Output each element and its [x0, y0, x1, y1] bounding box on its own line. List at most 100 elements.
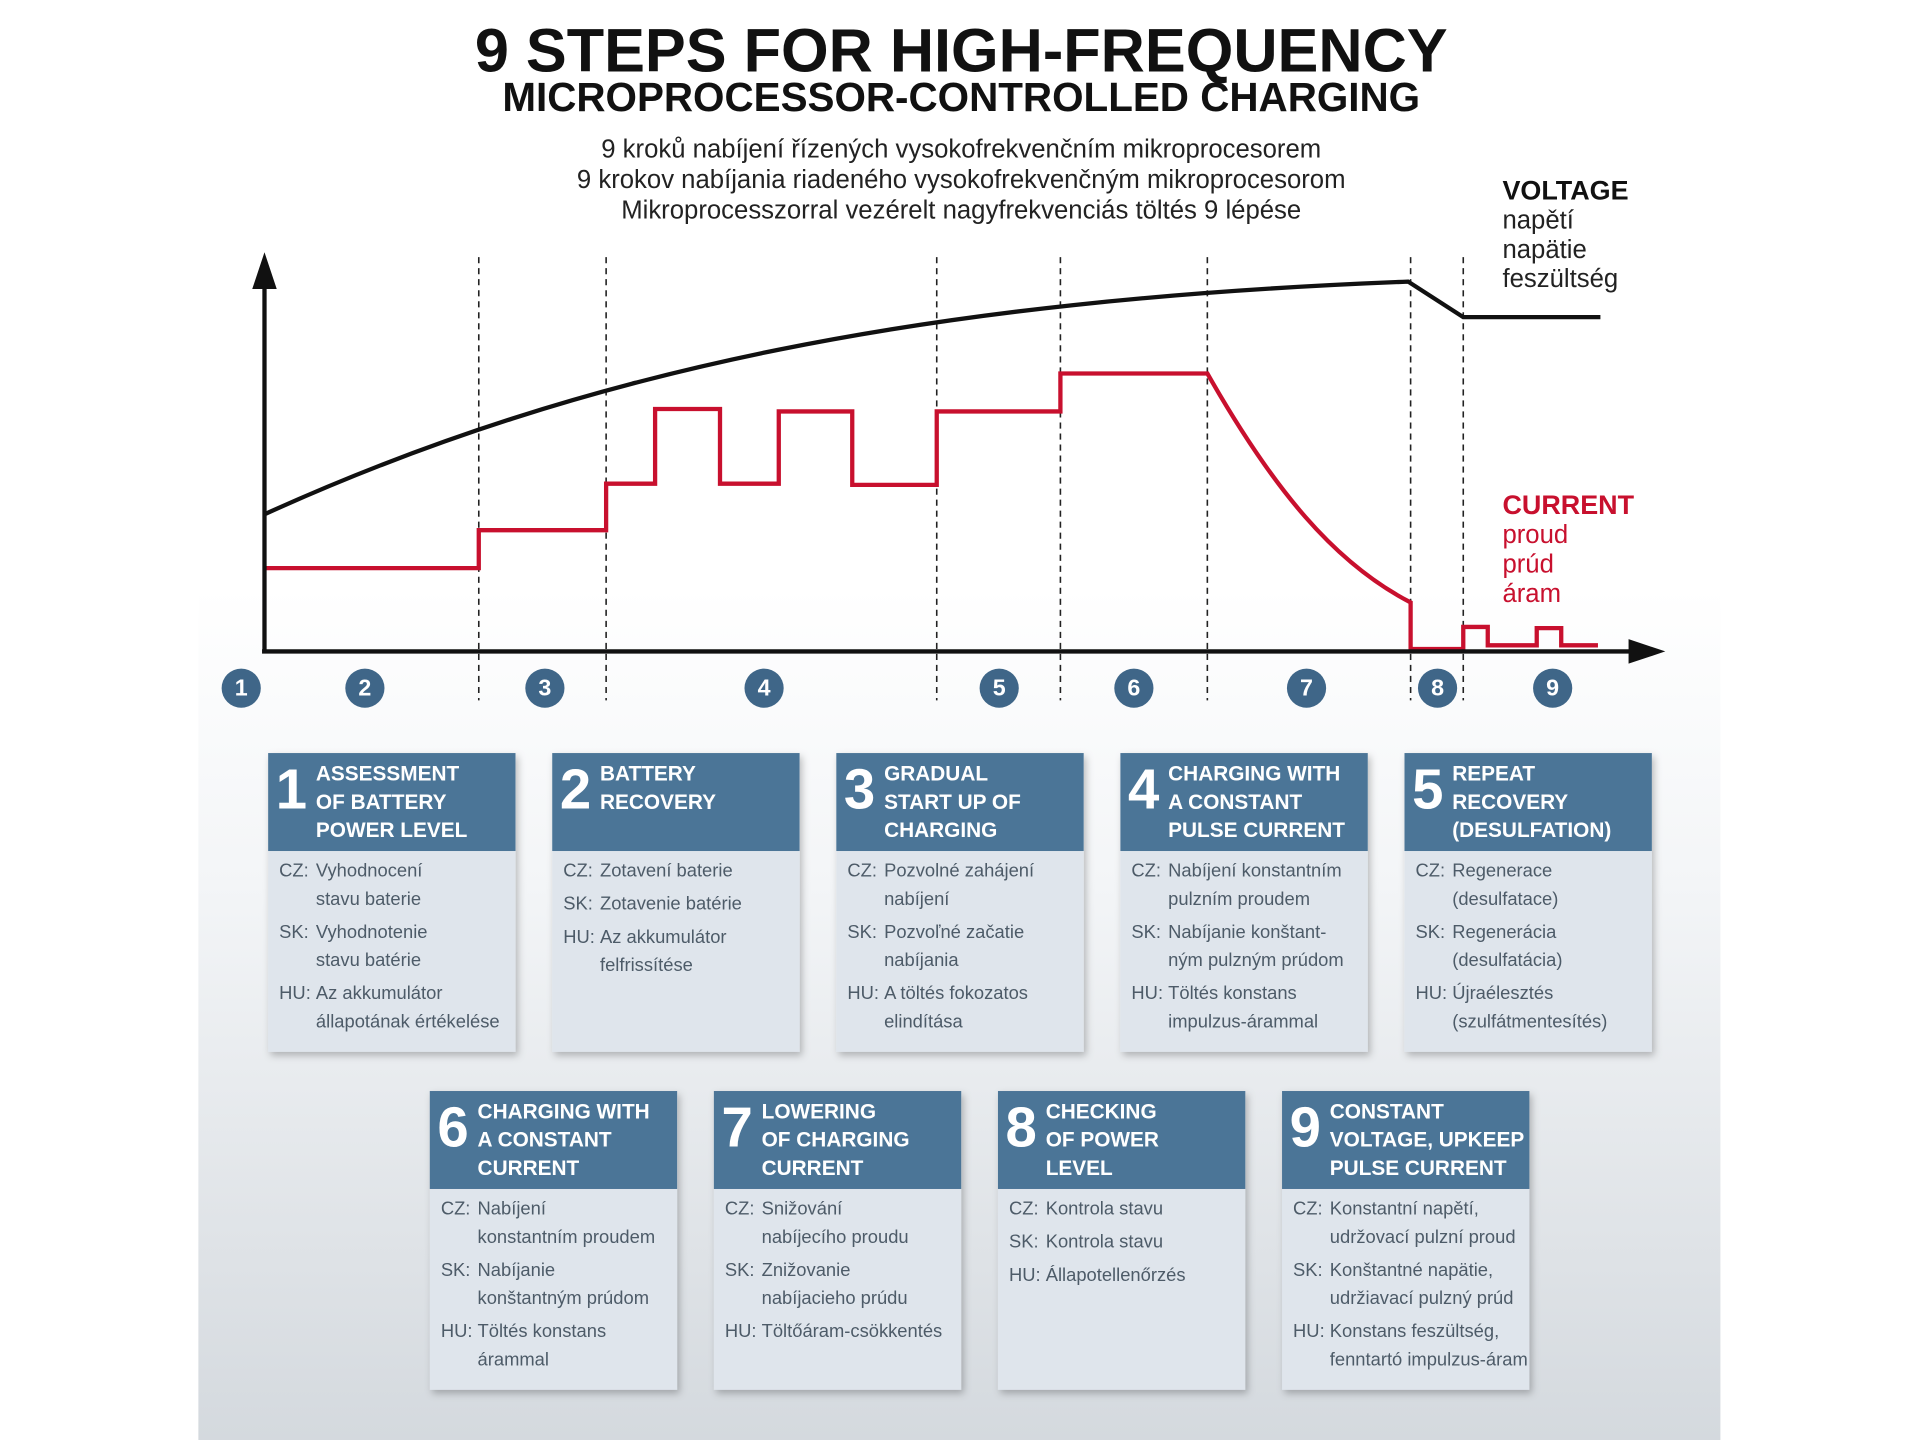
step-card: 8 CHECKING OF POWER LEVEL CZ: Kontrola stavu S… [997, 1091, 1246, 1390]
step-circle [744, 668, 784, 708]
step-circle [979, 668, 1019, 708]
language-code: SK: [1131, 921, 1161, 942]
language-code: HU: [441, 1320, 473, 1341]
card-header [1282, 1091, 1530, 1189]
language-code: SK: [1293, 1259, 1323, 1280]
card-text: Kontrola stavu [1046, 1231, 1163, 1252]
card-title: CHARGING WITH [478, 1101, 650, 1124]
subtitle: Mikroprocesszorral vezérelt nagyfrekvenc… [621, 197, 1301, 225]
card-title: LOWERING [762, 1101, 876, 1124]
card-title: GRADUAL [884, 763, 988, 786]
card-title: BATTERY [600, 763, 696, 786]
card-title: VOLTAGE, UPKEEP [1330, 1129, 1525, 1152]
language-code: SK: [847, 921, 877, 942]
card-title: LEVEL [1046, 1157, 1113, 1180]
language-code: HU: [725, 1320, 757, 1341]
axis-arrow [252, 252, 277, 289]
voltage-translation: napětí [1502, 206, 1574, 234]
card-number: 4 [1128, 757, 1160, 820]
language-code: SK: [725, 1259, 755, 1280]
card-title: OF BATTERY [316, 791, 447, 814]
card-title: (DESULFATION) [1452, 819, 1611, 842]
card-text: Zotavenie batérie [600, 893, 742, 914]
card-text: Konstantní napětí, [1330, 1198, 1479, 1219]
step-card: 7 LOWERING OF CHARGING CURRENT CZ: Snižování n… [713, 1091, 962, 1390]
step-markers: 1 2 3 4 5 6 7 8 9 [221, 668, 1573, 708]
subtitle: 9 kroků nabíjení řízených vysokofrekvenč… [601, 135, 1321, 163]
card-text: (szulfátmentesítés) [1452, 1010, 1607, 1031]
card-text: Pozvolné zahájení [884, 860, 1035, 881]
language-code: SK: [279, 921, 309, 942]
subtitle: 9 krokov nabíjania riadeného vysokofrekv… [577, 166, 1346, 194]
card-text: nabíjacieho prúdu [762, 1287, 908, 1308]
card-text: állapotának értékelése [316, 1010, 500, 1031]
card-title: CURRENT [762, 1157, 864, 1180]
language-code: CZ: [847, 860, 877, 881]
card-title: CURRENT [478, 1157, 580, 1180]
language-code: SK: [441, 1259, 471, 1280]
card-header [836, 753, 1084, 852]
charging-diagram [252, 252, 1666, 701]
card-text: udržovací pulzní proud [1330, 1226, 1516, 1247]
card-header [429, 1091, 678, 1189]
card-text: Az akkumulátor [316, 982, 443, 1003]
language-code: CZ: [1293, 1198, 1323, 1219]
card-number: 9 [1290, 1095, 1321, 1158]
step-circle [525, 668, 565, 708]
step-number: 4 [758, 675, 771, 701]
card-title: PULSE CURRENT [1330, 1157, 1507, 1180]
card-number: 2 [560, 757, 591, 820]
language-code: CZ: [1131, 860, 1161, 881]
card-text: Állapotellenőrzés [1046, 1264, 1186, 1285]
card-text: nabíjecího proudu [762, 1226, 909, 1247]
card-number: 3 [844, 757, 875, 820]
card-text: konštantným prúdom [478, 1287, 649, 1308]
card-header [552, 753, 800, 852]
card-text: nabíjania [884, 949, 959, 970]
step-number: 7 [1300, 675, 1313, 701]
card-title: START UP OF [884, 791, 1021, 814]
card-text: ným pulzným prúdom [1168, 949, 1344, 970]
card-text: pulzním proudem [1168, 888, 1310, 909]
card-number: 8 [1006, 1095, 1037, 1158]
voltage-translation: feszültség [1502, 265, 1618, 293]
card-text: Kontrola stavu [1046, 1198, 1163, 1219]
step-card: 3 GRADUAL START UP OF CHARGING CZ: Pozvolné z… [836, 753, 1084, 1052]
language-code: CZ: [725, 1198, 755, 1219]
card-text: Konštantné napätie, [1330, 1259, 1493, 1280]
step-circle [221, 668, 261, 708]
card-title: CHECKING [1046, 1101, 1157, 1124]
card-header [268, 753, 516, 852]
card-header [1120, 753, 1368, 852]
card-title: REPEAT [1452, 763, 1535, 786]
card-text: (desulfatace) [1452, 888, 1558, 909]
card-title: CHARGING [884, 819, 997, 842]
axis-arrow [1628, 639, 1666, 664]
card-title: CONSTANT [1330, 1101, 1444, 1124]
card-text: Regenerace [1452, 860, 1552, 881]
step-number: 1 [235, 675, 248, 701]
card-text: Pozvoľné začatie [884, 921, 1024, 942]
step-circle [1114, 668, 1154, 708]
step-card: 5 REPEAT RECOVERY (DESULFATION) CZ: Regenerac… [1404, 753, 1652, 1052]
current-translation: proud [1502, 521, 1568, 549]
step-number: 9 [1546, 675, 1559, 701]
step-number: 6 [1127, 675, 1140, 701]
card-title: CHARGING WITH [1168, 763, 1340, 786]
step-number: 2 [358, 675, 371, 701]
card-text: A töltés fokozatos [884, 982, 1028, 1003]
card-number: 5 [1412, 757, 1443, 820]
card-text: Zotavení baterie [600, 860, 733, 881]
step-card: 9 CONSTANT VOLTAGE, UPKEEP PULSE CURRENT CZ:… [1282, 1091, 1530, 1390]
card-text: elindítása [884, 1010, 963, 1031]
card-text: Vyhodnocení [316, 860, 423, 881]
card-text: Újraélesztés [1452, 982, 1553, 1003]
voltage-curve [263, 279, 1601, 517]
step-card: 1 ASSESSMENT OF BATTERY POWER LEVEL CZ: Vyhod… [268, 753, 516, 1052]
card-title: RECOVERY [1452, 791, 1568, 814]
language-code: HU: [279, 982, 311, 1003]
language-code: HU: [563, 926, 595, 947]
card-text: Töltés konstans [478, 1320, 607, 1341]
step-cards: 1 ASSESSMENT OF BATTERY POWER LEVEL CZ: Vyhod… [268, 753, 1652, 1390]
